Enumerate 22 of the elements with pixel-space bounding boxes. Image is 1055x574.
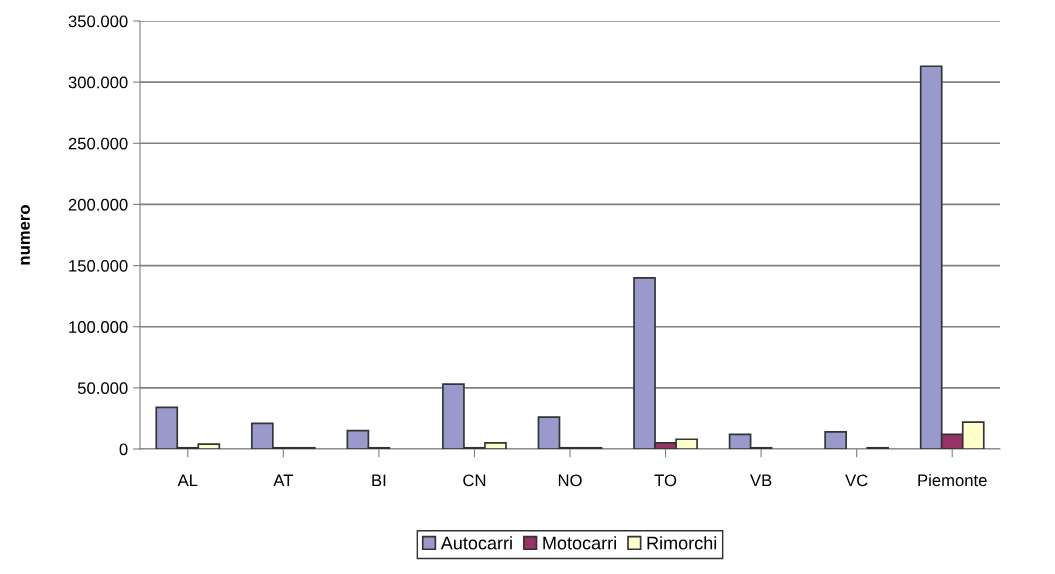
- x-tick-label: NO: [558, 474, 582, 487]
- y-tick-label: 200.000: [68, 198, 128, 211]
- y-tick-label: 0: [119, 443, 128, 456]
- legend-label: Rimorchi: [647, 536, 717, 550]
- x-tick-label: AL: [177, 474, 198, 487]
- x-tick-label: VC: [845, 474, 868, 487]
- x-tick-label: BI: [372, 474, 386, 487]
- x-tick-label: TO: [654, 474, 677, 487]
- y-tick-label: 150.000: [69, 259, 128, 272]
- y-tick-label: 250.000: [68, 137, 128, 150]
- y-tick-label: 100.000: [69, 321, 128, 333]
- y-tick-label: 350.000: [68, 15, 128, 28]
- legend-label: Autocarri: [440, 536, 512, 550]
- y-tick-label: 50.000: [77, 382, 128, 395]
- x-tick-label: AT: [273, 474, 293, 487]
- y-tick-label: 300.000: [68, 76, 128, 89]
- x-tick-label: Piemonte: [918, 474, 987, 487]
- x-tick-label: CN: [463, 474, 486, 487]
- legend-label: Motocarri: [543, 536, 616, 550]
- bar: [824, 431, 847, 449]
- y-axis-title: numero: [20, 205, 30, 265]
- x-tick-label: VB: [750, 474, 772, 487]
